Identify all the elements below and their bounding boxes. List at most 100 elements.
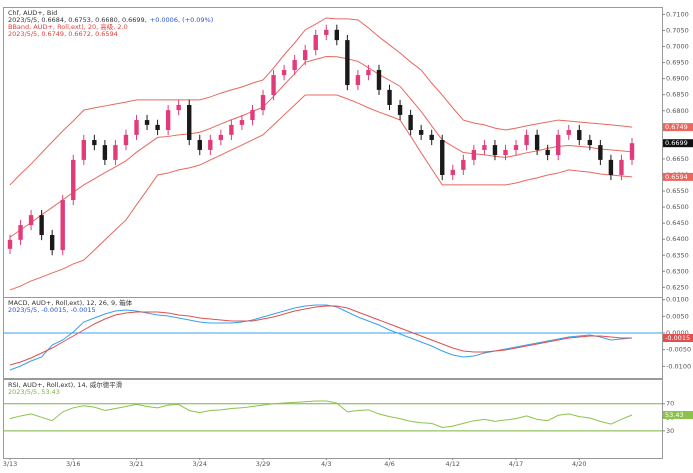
y-tick-label: 0.7000 <box>666 43 689 51</box>
y-tick-label: 0.6250 <box>666 283 689 291</box>
series-line <box>9 55 633 238</box>
candle-body <box>292 60 297 70</box>
series-line <box>9 305 632 366</box>
candle-body <box>281 69 287 76</box>
last-value-box <box>663 410 693 419</box>
candle-body <box>250 110 255 121</box>
candle-body <box>229 124 234 135</box>
x-tick-label: 4/3 <box>321 460 331 468</box>
x-tick-label: 4/17 <box>509 460 524 468</box>
x-tick-label: 4/20 <box>572 460 587 468</box>
candle-body <box>503 149 508 156</box>
candle-body <box>113 145 118 160</box>
candle-body <box>18 225 23 240</box>
candle-body <box>208 139 213 150</box>
candle-body <box>566 130 571 135</box>
x-tick-label: 3/29 <box>256 460 271 468</box>
candle-body <box>165 110 171 131</box>
candle-body <box>271 75 276 96</box>
candle-body <box>376 69 382 90</box>
y-tick-label: 0.6450 <box>666 219 689 227</box>
candle-body <box>155 124 160 131</box>
candle-body <box>397 104 403 115</box>
y-tick-label: 0.6850 <box>666 91 689 99</box>
y-tick-label: 0.6500 <box>666 203 689 211</box>
last-value-label: 0.6749 <box>665 123 688 131</box>
y-tick-label: 0.6350 <box>666 251 689 259</box>
last-value-label: 53.43 <box>665 411 684 419</box>
macd-panel <box>3 297 663 379</box>
candle-body <box>471 149 477 160</box>
candle-body <box>81 139 86 160</box>
x-tick-label: 3/13 <box>3 460 18 468</box>
y-tick-label: 0.0050 <box>666 312 689 320</box>
series-line <box>9 17 633 186</box>
y-tick-label: 0.0000 <box>666 329 689 337</box>
candle-body <box>587 139 593 146</box>
candle-body <box>187 104 192 140</box>
panel-annotation: 2023/5/5, 53.43 <box>8 388 60 396</box>
y-tick-label: 70 <box>666 400 674 408</box>
candle-body <box>144 120 150 125</box>
last-value-box <box>663 334 693 342</box>
candle-body <box>39 215 44 236</box>
y-tick-label: 0.7050 <box>666 26 689 34</box>
candle-body <box>28 215 34 226</box>
candle-body <box>598 145 603 160</box>
last-value-label: 0.6699 <box>665 139 688 147</box>
y-tick-label: 0.6550 <box>666 187 689 195</box>
panel-title: Chf, AUD+, Bid <box>8 9 57 17</box>
y-tick-label: 0.6400 <box>666 235 689 243</box>
y-tick-label: -0.0050 <box>666 346 691 354</box>
y-tick-label: 0.7100 <box>666 10 689 18</box>
panel-annotation: 2023/5/5, 0.6684, 0.6753, 0.6680, 0.6699… <box>8 16 147 24</box>
candle-body <box>629 143 635 160</box>
candle-body <box>313 34 318 51</box>
candle-body <box>534 134 540 150</box>
candle-body <box>366 69 371 76</box>
candle-body <box>260 95 266 111</box>
y-tick-label: 30 <box>666 427 674 435</box>
candle-body <box>619 159 624 175</box>
series-line <box>9 94 633 291</box>
y-tick-label: -0.0100 <box>666 362 691 370</box>
candle-body <box>102 145 108 160</box>
last-value-box <box>663 123 693 132</box>
x-tick-label: 3/24 <box>192 460 207 468</box>
y-tick-label: 0.0100 <box>666 296 689 304</box>
candle-body <box>324 29 329 35</box>
candle-body <box>176 104 181 111</box>
last-value-box <box>663 139 693 148</box>
candle-body <box>429 134 434 140</box>
candle-body <box>418 130 424 135</box>
candle-body <box>387 89 392 105</box>
candle-body <box>197 139 202 150</box>
rsi-panel <box>3 379 663 459</box>
candle-body <box>440 139 445 175</box>
x-tick-label: 3/21 <box>129 460 144 468</box>
x-tick-label: 4/12 <box>445 460 460 468</box>
candle-body <box>218 134 224 140</box>
panel-title: MACD, AUD+, Roll,ext), 12, 26, 9, 箱体 <box>8 298 133 307</box>
candle-body <box>556 134 561 156</box>
series-line <box>9 400 633 428</box>
candle-body <box>577 130 582 140</box>
panel-annotation: 2023/5/5, -0.0015, -0.0015 <box>8 306 96 314</box>
panel-annotation: +0.0006, (+0.09%) <box>150 16 214 24</box>
candle-body <box>60 200 65 251</box>
candle-body <box>92 139 97 146</box>
y-tick-label: 0.6300 <box>666 267 689 275</box>
x-tick-label: 4/6 <box>384 460 394 468</box>
last-value-label: -0.0015 <box>665 334 690 342</box>
y-tick-label: 0.6800 <box>666 107 689 115</box>
candle-body <box>513 145 519 150</box>
candle-body <box>345 40 350 86</box>
candle-body <box>408 114 413 131</box>
candle-body <box>450 169 455 175</box>
candle-body <box>334 29 340 41</box>
candle-body <box>134 120 139 135</box>
candle-body <box>461 159 466 170</box>
y-tick-label: 0.6650 <box>666 155 689 163</box>
